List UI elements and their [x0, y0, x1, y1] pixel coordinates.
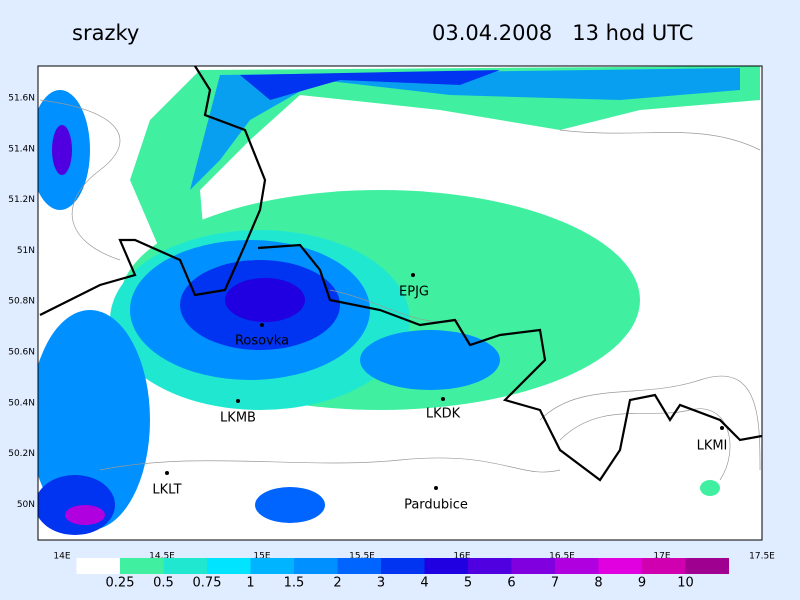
legend-swatch [685, 558, 729, 574]
stations: EPJG Rosovka LKMB LKDK LKMI LKLT Pardubi… [152, 273, 727, 513]
lon-label: 14E [53, 552, 70, 562]
legend-label: 3 [377, 576, 385, 591]
lon-label: 14.5E [149, 552, 175, 562]
title: srazky [72, 21, 139, 45]
lon-label: 17.5E [749, 552, 775, 562]
border [39, 66, 762, 482]
legend-label: 0.75 [193, 576, 222, 591]
station-dot [720, 426, 724, 430]
station-label: LKMI [697, 439, 728, 454]
legend-swatch [555, 558, 599, 574]
legend-swatch [511, 558, 555, 574]
station-dot [260, 323, 264, 327]
legend-swatch [468, 558, 512, 574]
station-dot [236, 399, 240, 403]
lat-label: 50.8N [8, 297, 35, 307]
precipitation [38, 66, 760, 535]
legend-label: 5 [464, 576, 472, 591]
legend-label: 8 [594, 576, 602, 591]
legend-label: 10 [677, 576, 694, 591]
legend-label: 0.5 [153, 576, 174, 591]
legend-swatch [642, 558, 686, 574]
lat-label: 50.6N [8, 348, 35, 358]
lat-label: 51N [17, 246, 35, 256]
legend-swatch [294, 558, 338, 574]
lon-label: 15.5E [349, 552, 375, 562]
lon-label: 16.5E [549, 552, 575, 562]
map-frame [37, 65, 763, 541]
legend-swatch [163, 558, 207, 574]
legend-label: 7 [551, 576, 559, 591]
station-label: Rosovka [235, 334, 289, 349]
station-label: LKLT [152, 483, 181, 498]
legend-label: 6 [507, 576, 515, 591]
legend-swatch [598, 558, 642, 574]
legend-swatch [120, 558, 164, 574]
station-label: Pardubice [404, 498, 468, 513]
legend-label: 0.25 [106, 576, 135, 591]
legend-label: 9 [638, 576, 646, 591]
station-label: LKDK [426, 407, 461, 422]
legend-swatch [381, 558, 425, 574]
lat-label: 50.2N [8, 449, 35, 459]
station-dot [411, 273, 415, 277]
lat-label: 50.4N [8, 398, 35, 408]
legend-swatch [250, 558, 294, 574]
legend-label: 1.5 [284, 576, 305, 591]
station-dot [165, 471, 169, 475]
legend-swatch [424, 558, 468, 574]
lat-label: 50N [17, 500, 35, 510]
lon-label: 16E [453, 552, 470, 562]
legend-swatch [337, 558, 381, 574]
station-dot [434, 486, 438, 490]
station-dot [441, 397, 445, 401]
lon-label: 17E [653, 552, 670, 562]
legend-swatch [76, 558, 120, 574]
lon-label: 15E [253, 552, 270, 562]
lat-label: 51.6N [8, 94, 35, 104]
legend-label: 1 [246, 576, 254, 591]
legend-label: 4 [420, 576, 428, 591]
legend-label: 2 [333, 576, 341, 591]
legend-swatch [207, 558, 251, 574]
station-label: EPJG [399, 285, 429, 300]
lat-label: 51.4N [8, 144, 35, 154]
datetime: 03.04.2008 13 hod UTC [432, 21, 693, 45]
station-label: LKMB [220, 411, 256, 426]
lat-label: 51.2N [8, 195, 35, 205]
